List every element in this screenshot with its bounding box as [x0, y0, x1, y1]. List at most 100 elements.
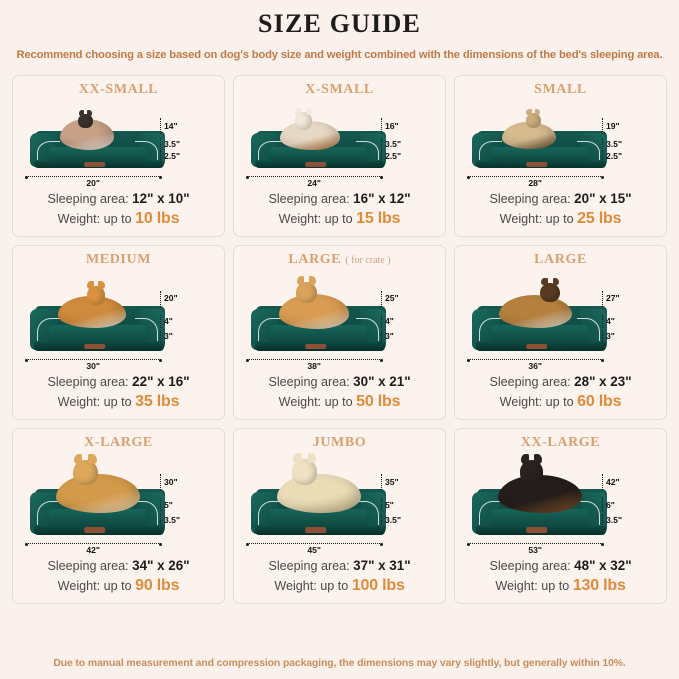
dimension-dotted-line-horizontal: [466, 358, 604, 362]
dimension-dotted-line: [160, 290, 161, 307]
card-specs: Sleeping area: 28" x 23" Weight: up to 60…: [455, 373, 666, 419]
pet-ear-right: [308, 276, 316, 285]
sleeping-area-label: Sleeping area:: [47, 375, 129, 390]
horizontal-dimension: 45": [245, 542, 383, 556]
card-specs: Sleeping area: 16" x 12" Weight: up to 15…: [234, 190, 445, 236]
bed-illustration: 19" 3.5" 2.5" 28": [455, 98, 666, 190]
bed-graphic: [471, 106, 607, 169]
dim-bolster-height: 3.5": [602, 138, 622, 152]
vertical-dimensions: 19" 3.5" 2.5": [594, 108, 664, 166]
dim-base-height-label: 3": [606, 330, 615, 341]
page-title: SIZE GUIDE: [258, 9, 421, 38]
size-card-grid: XX-SMALL 14" 3.5" 2.5" 20" Sleeping area: 12"…: [0, 61, 679, 604]
dim-bolster-height: 4": [381, 314, 394, 328]
pet-ear-left: [293, 452, 302, 463]
card-specs: Sleeping area: 30" x 21" Weight: up to 50…: [234, 373, 445, 419]
size-card: SMALL 19" 3.5" 2.5" 28" Sleeping area: 20" x …: [454, 74, 667, 237]
card-title: X-SMALL: [305, 82, 374, 98]
dimension-dotted-line: [602, 330, 603, 342]
horizontal-dimension: 53": [466, 542, 604, 555]
dimension-dotted-line-horizontal: [24, 175, 162, 179]
card-title: LARGE ( for crate ): [288, 252, 390, 268]
dim-base-height: 2.5": [381, 151, 401, 163]
dim-base-height-label: 2.5": [164, 151, 181, 162]
pet-ear-right: [98, 281, 105, 289]
bed-graphic: [29, 276, 165, 352]
bed-illustration: 42" 6" 3.5" 53": [455, 451, 666, 557]
bed-cushion-part: [490, 508, 589, 530]
piping-right: [135, 501, 159, 526]
dim-bolster-height-label: 3.5": [385, 139, 402, 150]
dim-bolster-height-label: 6": [606, 499, 615, 510]
dimension-dotted-line: [602, 290, 603, 307]
dim-base-height-label: 3": [385, 330, 394, 341]
dim-width-label: 45": [307, 545, 321, 556]
bed-cushion-part: [490, 146, 589, 164]
bed-illustration: 27" 4" 3" 36": [455, 268, 666, 373]
dimension-dotted-line: [381, 314, 382, 328]
sleeping-area-line: Sleeping area: 34" x 26": [17, 557, 220, 575]
bed-graphic: [471, 276, 607, 352]
vertical-dimensions: 27" 4" 3": [594, 278, 664, 349]
pet-ear-left: [520, 454, 529, 464]
page-subtitle: Recommend choosing a size based on dog's…: [16, 48, 663, 61]
dim-total-height: 25": [381, 290, 399, 307]
bed-illustration: 20" 4" 3" 30": [13, 268, 224, 373]
weight-line: Weight: up to 60 lbs: [459, 391, 662, 413]
piping-right: [135, 140, 159, 160]
piping-left: [36, 501, 60, 526]
weight-value: 35 lbs: [135, 393, 180, 411]
sleeping-area-line: Sleeping area: 12" x 10": [17, 190, 220, 208]
dog-bed: [29, 306, 165, 352]
pet-ear-right: [534, 454, 543, 464]
dim-bolster-height-label: 5": [164, 499, 173, 510]
dim-base-height: 3": [381, 330, 394, 342]
weight-label: Weight: up to: [57, 212, 132, 227]
brand-tag: [304, 527, 327, 534]
piping-left: [257, 501, 281, 526]
size-card: XX-SMALL 14" 3.5" 2.5" 20" Sleeping area: 12"…: [12, 74, 225, 237]
dim-bolster-height: 4": [602, 314, 615, 328]
piping-right: [356, 317, 380, 342]
bed-graphic: [29, 106, 165, 169]
dim-bolster-height-label: 4": [606, 316, 615, 327]
dimension-dotted-line-horizontal: [245, 542, 383, 546]
sleeping-area-label: Sleeping area:: [268, 375, 350, 390]
size-card: LARGE ( for crate ) 25" 4" 3" 38" Sleeping ar…: [233, 244, 446, 420]
horizontal-dimension: 20": [24, 175, 162, 189]
dimension-dotted-line-horizontal: [24, 542, 162, 546]
bed-cushion-part: [490, 325, 589, 346]
dim-total-height-label: 25": [385, 293, 399, 304]
pet-ear-right: [305, 107, 312, 115]
dimension-dotted-line-horizontal: [245, 358, 383, 362]
card-title-text: XX-SMALL: [78, 81, 159, 97]
sleeping-area-label: Sleeping area:: [47, 559, 129, 574]
dim-width-label: 28": [528, 178, 542, 189]
brand-tag: [525, 527, 548, 534]
dim-base-height: 3": [602, 330, 615, 342]
dim-width-label: 20": [86, 178, 100, 189]
weight-label: Weight: up to: [57, 579, 132, 594]
horizontal-dimension: 42": [24, 542, 162, 555]
card-title-text: LARGE: [288, 251, 342, 267]
dim-bolster-height: 6": [602, 498, 615, 512]
weight-value: 25 lbs: [577, 210, 622, 228]
bed-graphic: [250, 106, 386, 169]
piping-right: [356, 140, 380, 160]
pet-head: [292, 452, 318, 485]
card-title-text: X-SMALL: [305, 81, 374, 97]
dim-total-height-label: 30": [164, 476, 178, 487]
pet-ear-right: [552, 277, 560, 286]
card-title-text: LARGE: [534, 251, 587, 267]
weight-line: Weight: up to 10 lbs: [17, 208, 220, 230]
dim-base-height: 3.5": [381, 514, 401, 526]
piping-left: [36, 317, 60, 342]
dim-base-height: 2.5": [602, 151, 622, 163]
piping-right: [577, 317, 601, 342]
brand-tag: [304, 161, 327, 167]
dimension-dotted-line: [160, 118, 161, 135]
weight-value: 90 lbs: [135, 577, 180, 595]
pet-head: [295, 276, 317, 303]
dimension-dotted-line: [381, 138, 382, 152]
dim-total-height: 27": [602, 290, 620, 307]
